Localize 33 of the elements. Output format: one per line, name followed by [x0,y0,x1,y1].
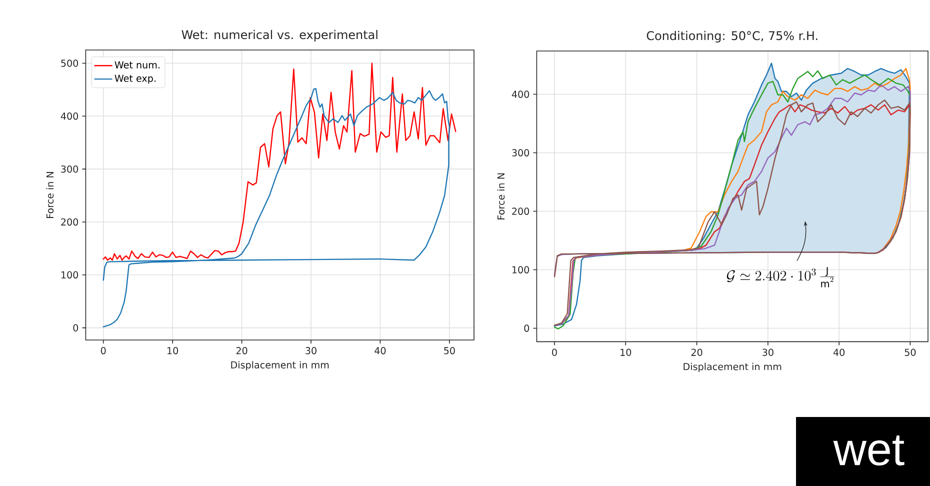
y-tick-label: 0 [524,324,530,332]
legend-label: Wet num. [114,61,160,68]
y-tick-label: 100 [512,266,530,274]
chart-title: Wet: numerical vs. experimental [182,30,378,42]
x-tick-label: 30 [306,347,316,354]
chart-title: Conditioning: 50°C, 75% r.H. [646,30,818,42]
x-tick-label: 0 [100,347,106,354]
x-tick-label: 20 [691,348,702,356]
y-tick-label: 300 [61,165,78,173]
x-tick-label: 10 [620,348,632,356]
x-tick-label: 50 [444,347,455,354]
x-tick-label: 30 [762,348,774,356]
text: wet [833,435,904,466]
y-axis-title: Force in N [497,173,505,220]
x-tick-label: 0 [552,348,557,356]
x-tick-label: 10 [168,347,178,354]
x-tick-label: 40 [374,347,386,354]
annotation: $\mathcal{G} \simeq 2.402 \cdot 10^{3}\,\frac{\mathrm{J}}{\mathrm{m}^{2}}$ [726,267,834,288]
x-tick-label: 50 [904,348,916,356]
legend-label: Wet exp. [114,74,156,84]
y-axis-title: Force in N [46,172,54,218]
x-axis-title: Displacement in mm [231,361,329,370]
y-tick-label: 500 [61,60,78,67]
y-tick-label: 200 [61,218,78,226]
y-tick-label: 0 [73,324,78,332]
x-axis-title: Displacement in mm [684,362,782,372]
x-tick-label: 20 [236,347,248,354]
x-tick-label: 40 [833,348,845,356]
y-tick-label: 100 [61,271,78,279]
y-tick-label: 400 [512,90,530,98]
y-tick-label: 400 [60,112,78,120]
y-tick-label: 200 [512,208,530,215]
y-tick-label: 300 [512,149,530,156]
